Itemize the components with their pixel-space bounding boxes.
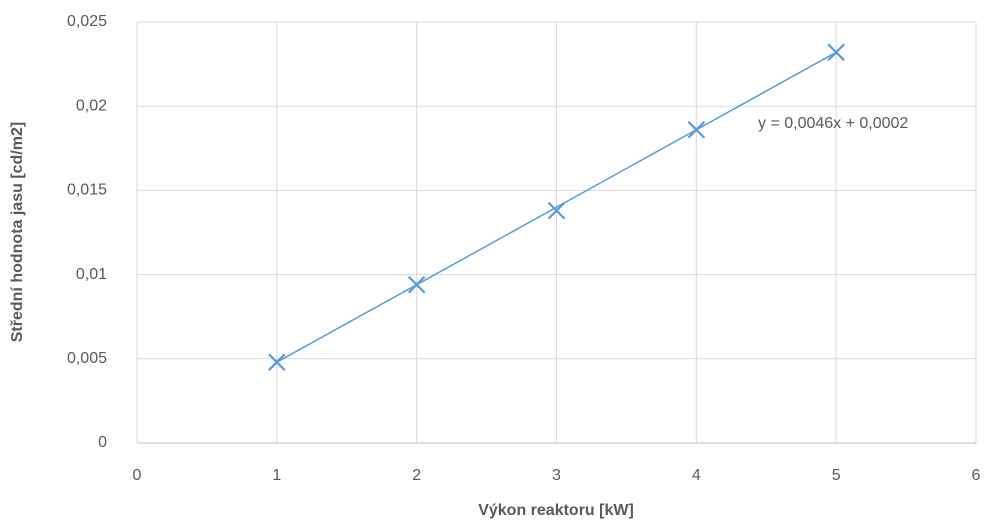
- y-tick-label: 0: [98, 434, 107, 451]
- trendline-label: y = 0,0046x + 0,0002: [758, 115, 908, 132]
- x-tick-label: 0: [133, 467, 142, 484]
- y-axis-title: Střední hodnota jasu [cd/m2]: [9, 122, 26, 342]
- y-tick-label: 0,02: [76, 97, 107, 114]
- x-tick-label: 5: [832, 467, 841, 484]
- x-axis-title: Výkon reaktoru [kW]: [478, 502, 634, 519]
- y-tick-label: 0,025: [67, 13, 107, 30]
- y-tick-label: 0,015: [67, 182, 107, 199]
- x-tick-label: 1: [272, 467, 281, 484]
- marker: [827, 43, 845, 62]
- marker: [687, 120, 706, 139]
- x-tick-label: 4: [692, 467, 701, 484]
- y-tick-label: 0,005: [67, 350, 107, 367]
- marker: [268, 353, 286, 371]
- marker: [407, 275, 426, 294]
- x-tick-label: 2: [412, 467, 421, 484]
- y-tick-label: 0,01: [76, 266, 107, 283]
- trendline: [276, 51, 837, 363]
- marker: [547, 201, 566, 220]
- x-tick-label: 6: [972, 467, 981, 484]
- x-tick-label: 3: [552, 467, 561, 484]
